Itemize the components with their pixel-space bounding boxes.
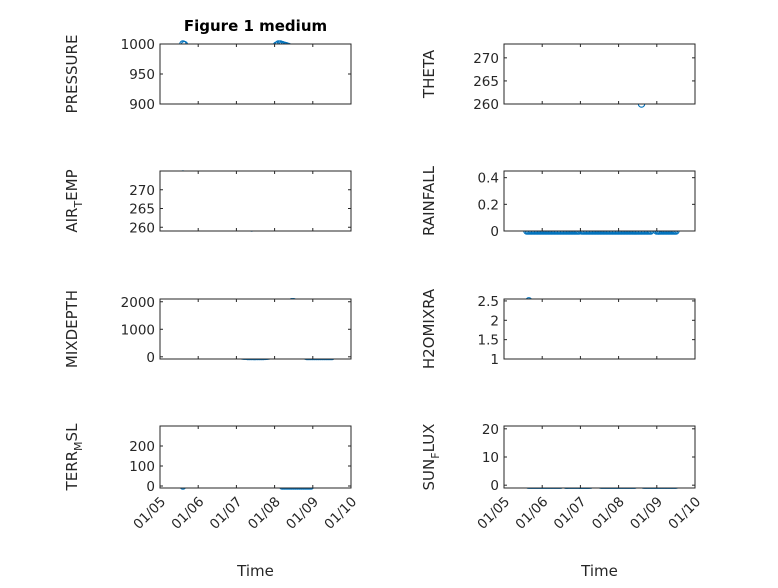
- y-tick-label: 950: [129, 67, 155, 83]
- subplot-8: 0 10 20 01/05 01/06 01/07 01/08 01/09 01/10 Time S…: [420, 422, 704, 580]
- axis-ticks: 260 265 270: [473, 44, 696, 113]
- y-tick-label: 1000: [121, 37, 155, 53]
- axis-ticks: 1 1.5 2 2.5: [478, 294, 696, 368]
- y-tick-label: 10: [482, 450, 499, 466]
- x-tick-label: 01/06: [169, 494, 208, 533]
- subplot-5: 0 1000 2000 MIXDEPTH: [63, 290, 352, 368]
- axes-box: [503, 298, 696, 360]
- subplot-7: 0 100 200 01/05 01/06 01/07 01/08 01/09 01/10 Tim…: [63, 423, 360, 580]
- y-tick-label: 265: [129, 202, 155, 218]
- axis-ticks: 0 1000 2000: [121, 295, 352, 366]
- y-tick-label: 2000: [121, 295, 155, 311]
- x-tick-label: 01/07: [551, 494, 590, 533]
- y-tick-label: 2: [490, 313, 499, 329]
- y-tick-label: 260: [129, 220, 155, 236]
- y-axis-label: H2OMIXRA: [420, 288, 438, 369]
- axes-box: [159, 43, 352, 105]
- x-tick-label: 01/09: [627, 494, 666, 533]
- y-axis-label: THETA: [420, 49, 438, 99]
- x-axis-label: Time: [580, 562, 618, 580]
- y-axis-label: MIXDEPTH: [63, 290, 81, 368]
- y-tick-label: 0: [490, 478, 499, 494]
- axes-box: [503, 425, 696, 489]
- y-tick-label: 0.2: [478, 197, 499, 213]
- y-tick-label: 0.4: [478, 171, 499, 187]
- y-tick-label: 0: [146, 350, 155, 366]
- axis-ticks: 0 0.2 0.4: [478, 171, 696, 240]
- x-tick-label: 01/10: [665, 494, 704, 533]
- subplot-1: 900 950 1000 PRESSURE Figure 1 medium: [63, 17, 352, 114]
- x-tick-label: 01/08: [245, 494, 284, 533]
- x-tick-label: 01/07: [207, 494, 246, 533]
- y-axis-label: PRESSURE: [63, 35, 81, 114]
- y-tick-label: 0: [490, 224, 499, 240]
- subplot-6: 1 1.5 2 2.5 H2OMIXRA: [420, 288, 696, 369]
- x-tick-label: 01/10: [321, 494, 360, 533]
- axes-box: [503, 43, 696, 105]
- y-axis-label: TERRMSL: [63, 423, 85, 492]
- y-tick-label: 270: [129, 183, 155, 199]
- x-tick-label: 01/06: [513, 494, 552, 533]
- x-tick-label: 01/08: [589, 494, 628, 533]
- y-tick-label: 1.5: [478, 333, 499, 349]
- y-axis-label: AIRTEMP: [63, 169, 85, 232]
- chart-title: Figure 1 medium: [184, 17, 327, 35]
- y-tick-label: 260: [473, 97, 499, 113]
- y-tick-label: 100: [129, 459, 155, 475]
- y-axis-label: RAINFALL: [420, 165, 438, 236]
- y-tick-label: 2.5: [478, 294, 499, 310]
- x-tick-label: 01/05: [474, 494, 513, 533]
- y-tick-label: 20: [482, 422, 499, 438]
- x-tick-label: 01/05: [130, 494, 169, 533]
- y-tick-label: 1000: [121, 322, 155, 338]
- axes-box: [159, 298, 352, 360]
- x-axis-label: Time: [236, 562, 274, 580]
- y-tick-label: 0: [146, 479, 155, 495]
- subplot-3: 260 265 270 AIRTEMP: [63, 169, 352, 236]
- axes-box: [159, 425, 352, 489]
- axes-box: [503, 170, 696, 232]
- y-tick-label: 900: [129, 97, 155, 113]
- axis-ticks: 900 950 1000: [121, 37, 352, 113]
- y-axis-label: SUNFLUX: [420, 424, 442, 491]
- y-tick-label: 265: [473, 74, 499, 90]
- axes-box: [159, 170, 352, 232]
- axis-ticks: 260 265 270: [129, 171, 352, 236]
- y-tick-label: 270: [473, 51, 499, 67]
- y-tick-label: 200: [129, 439, 155, 455]
- y-tick-label: 1: [490, 352, 499, 368]
- subplot-2: 260 265 270 THETA: [420, 43, 696, 113]
- subplot-4: 0 0.2 0.4 RAINFALL: [420, 165, 696, 240]
- x-tick-label: 01/09: [283, 494, 322, 533]
